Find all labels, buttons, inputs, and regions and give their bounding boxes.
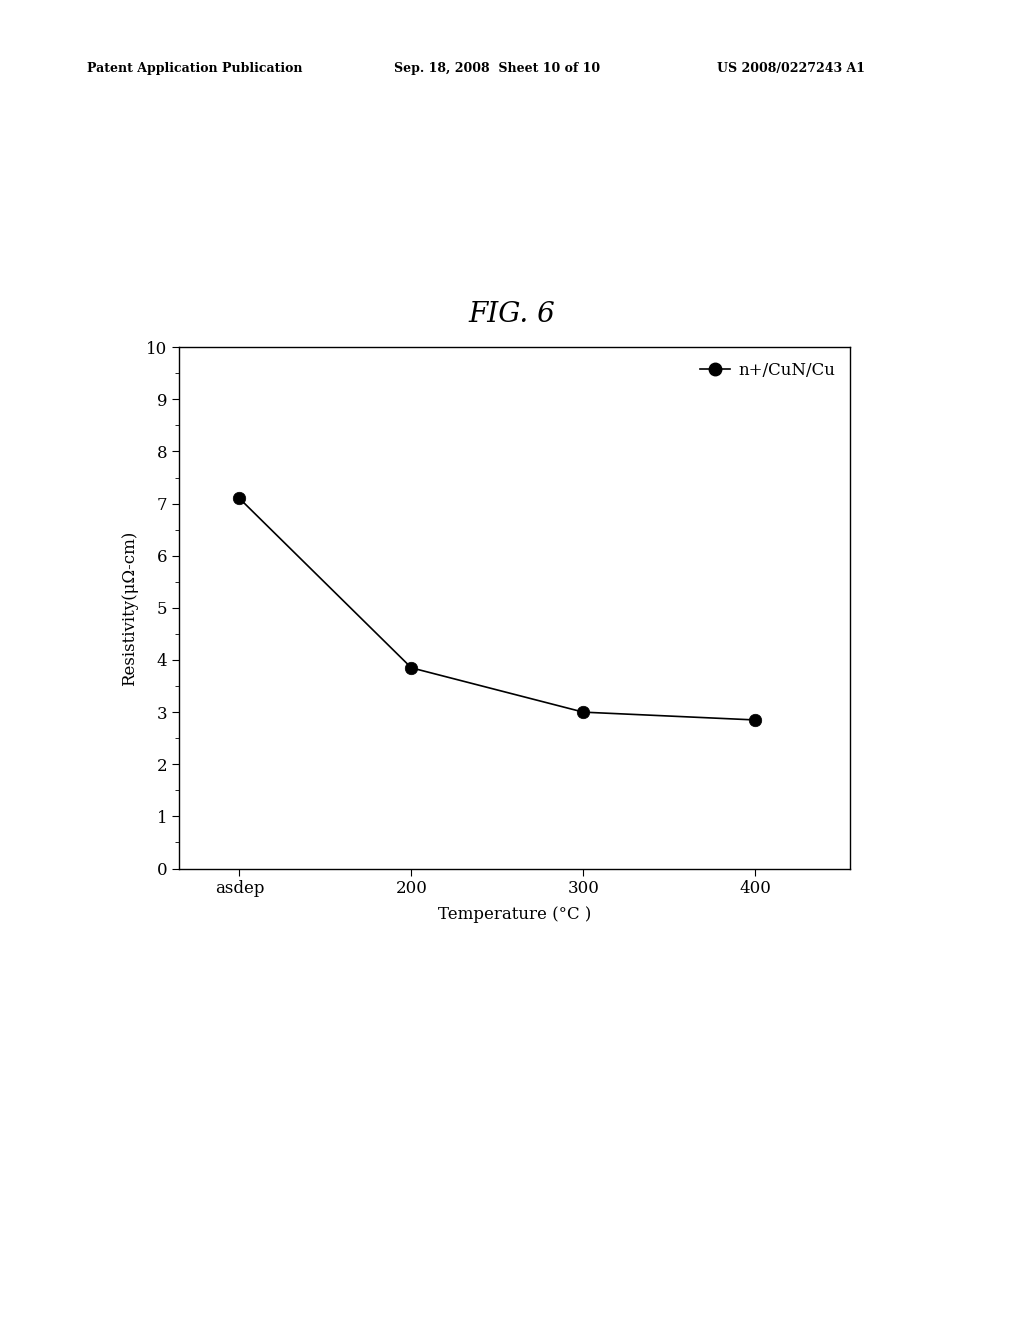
Legend: n+/CuN/Cu: n+/CuN/Cu: [693, 355, 842, 385]
Y-axis label: Resistivity(μΩ-cm): Resistivity(μΩ-cm): [121, 531, 138, 685]
Text: Patent Application Publication: Patent Application Publication: [87, 62, 302, 75]
Text: FIG. 6: FIG. 6: [469, 301, 555, 327]
Text: US 2008/0227243 A1: US 2008/0227243 A1: [717, 62, 865, 75]
X-axis label: Temperature (°C ): Temperature (°C ): [438, 906, 591, 923]
Text: Sep. 18, 2008  Sheet 10 of 10: Sep. 18, 2008 Sheet 10 of 10: [394, 62, 600, 75]
